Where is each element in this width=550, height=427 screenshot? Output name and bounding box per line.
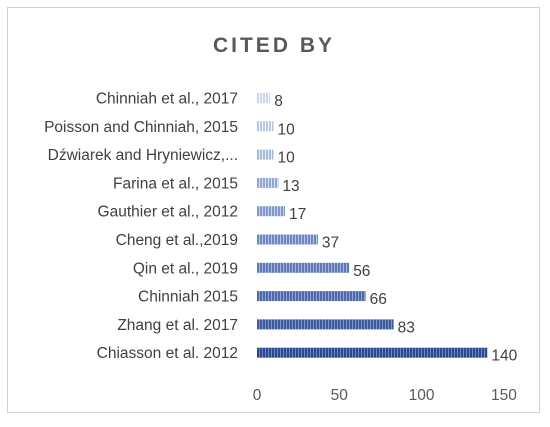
category-label-7: Dźwiarek and Hryniewicz,... (48, 147, 238, 164)
category-labels: Chiasson et al. 2012 Zhang et al. 2017 Chi… (44, 91, 238, 363)
category-label-8: Poisson and Chinniah, 2015 (44, 119, 238, 136)
chart-frame: CITED BY Chiasson et al. 2012 Zhang et al… (7, 7, 540, 413)
bar-5 (257, 206, 285, 217)
category-label-0: Chiasson et al. 2012 (97, 345, 238, 362)
chart-title: CITED BY (213, 34, 335, 57)
value-label-8: 10 (278, 121, 296, 138)
value-label-4: 37 (322, 235, 339, 252)
bar-1 (257, 319, 394, 330)
value-label-5: 17 (289, 206, 306, 223)
value-label-3: 56 (353, 263, 370, 280)
category-label-6: Farina et al., 2015 (113, 175, 238, 192)
bar-chart: CITED BY Chiasson et al. 2012 Zhang et al… (44, 34, 518, 404)
bar-3 (257, 262, 350, 273)
bar-2 (257, 291, 366, 302)
value-label-2: 66 (370, 291, 387, 308)
category-label-2: Chinniah 2015 (138, 289, 238, 306)
category-label-3: Qin et al., 2019 (133, 260, 238, 277)
value-label-9: 8 (274, 93, 283, 110)
category-label-9: Chinniah et al., 2017 (96, 91, 238, 108)
bar-4 (257, 234, 318, 245)
category-label-4: Cheng et al.,2019 (116, 232, 238, 249)
bars-layer (257, 93, 488, 358)
x-tick-2: 100 (409, 387, 435, 404)
value-label-6: 13 (282, 178, 299, 195)
bar-6 (257, 177, 279, 188)
x-axis-ticks: 0 50 100 150 (253, 387, 518, 404)
value-label-0: 140 (491, 348, 517, 365)
value-label-1: 83 (398, 319, 415, 336)
category-label-1: Zhang et al. 2017 (117, 317, 238, 334)
bar-0 (257, 347, 488, 358)
x-tick-0: 0 (253, 387, 262, 404)
value-label-7: 10 (278, 150, 296, 167)
x-tick-3: 150 (491, 387, 517, 404)
bar-7 (257, 149, 274, 160)
x-tick-1: 50 (331, 387, 349, 404)
category-label-5: Gauthier et al., 2012 (98, 204, 238, 221)
bar-9 (257, 93, 271, 103)
bar-8 (257, 121, 274, 132)
